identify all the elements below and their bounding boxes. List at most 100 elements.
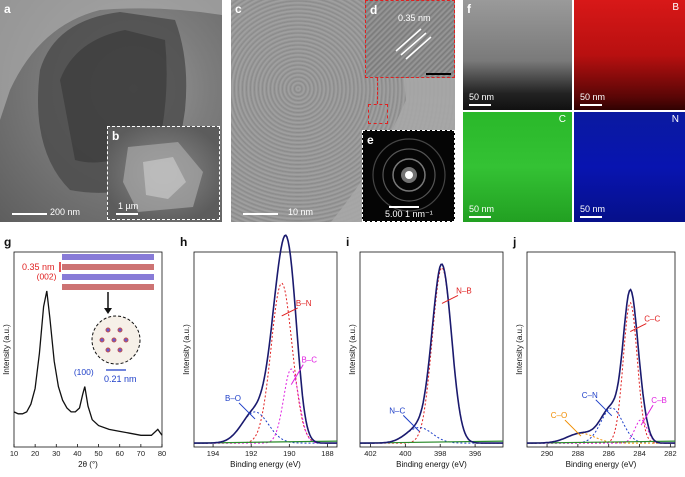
nitrogen-label: N bbox=[671, 114, 679, 125]
panel-f-scale-text-1: 50 nm bbox=[469, 92, 495, 102]
panel-b-sem-inset: b 1 µm bbox=[107, 126, 220, 220]
lattice-spacing-text: 0.21 nm bbox=[104, 374, 137, 384]
label-arrow-h bbox=[290, 364, 304, 385]
label-arrow-j bbox=[630, 323, 647, 333]
panel-d-hrtem-inset: d 0.35 nm bbox=[365, 0, 455, 78]
panel-d-spacing-text: 0.35 nm bbox=[398, 13, 431, 23]
x-tick-label-j: 290 bbox=[541, 449, 554, 458]
x-tick-label-i: 396 bbox=[469, 449, 482, 458]
fit-envelope-i bbox=[360, 263, 503, 444]
x-tick-label-h: 188 bbox=[321, 449, 334, 458]
peak-annotation: (002) bbox=[37, 271, 57, 281]
x-tick-label-h: 194 bbox=[207, 449, 220, 458]
x-tick-label-i: 398 bbox=[434, 449, 447, 458]
x-tick-label-g: 20 bbox=[31, 449, 39, 458]
layer-schematic: 0.35 nm 0.21 nm bbox=[22, 254, 154, 384]
x-tick-label-j: 286 bbox=[602, 449, 615, 458]
panel-a-scale-bar bbox=[12, 213, 47, 215]
panel-f-scale-text-4: 50 nm bbox=[580, 204, 606, 214]
fit-envelope-j bbox=[527, 288, 675, 444]
carbon-label: C bbox=[558, 114, 566, 125]
x-tick-label-j: 288 bbox=[572, 449, 585, 458]
fit-component-h bbox=[194, 411, 337, 444]
x-tick-label-g: 40 bbox=[73, 449, 81, 458]
panel-f-scale-bar-2 bbox=[580, 104, 602, 106]
selection-connector bbox=[377, 78, 378, 104]
peak-label-i: N–B bbox=[456, 286, 472, 295]
x-axis-label-j: Binding energy (eV) bbox=[566, 460, 637, 469]
label-arrow-j bbox=[640, 404, 654, 426]
x-tick-label-i: 400 bbox=[399, 449, 412, 458]
x-tick-label-g: 10 bbox=[10, 449, 18, 458]
selection-box bbox=[368, 104, 388, 124]
x-tick-label-g: 80 bbox=[158, 449, 166, 458]
interlayer-spacing-text: 0.35 nm bbox=[22, 262, 55, 272]
panel-f-label: f bbox=[467, 2, 471, 16]
diffraction-rings bbox=[372, 138, 446, 212]
fit-component-j bbox=[527, 301, 675, 444]
panel-a-scale-text: 200 nm bbox=[50, 207, 81, 217]
peak-label-h: B–N bbox=[296, 299, 312, 308]
panel-c-label: c bbox=[235, 2, 242, 16]
x-tick-label-h: 192 bbox=[245, 449, 258, 458]
y-axis-label-h: Intensity (a.u.) bbox=[182, 324, 191, 375]
panel-f-scale-text-3: 50 nm bbox=[469, 204, 495, 214]
peak-label-h: B–O bbox=[225, 394, 241, 403]
panel-c-scale-text: 10 nm bbox=[288, 207, 314, 217]
panel-f-boron-map: B 50 nm bbox=[574, 0, 685, 110]
peak-label-i: N–C bbox=[389, 406, 405, 415]
y-axis-label-i: Intensity (a.u.) bbox=[348, 324, 357, 375]
plot-frame-j bbox=[526, 251, 676, 448]
plot-frame-i bbox=[359, 251, 504, 448]
fit-envelope-h bbox=[194, 234, 337, 444]
panel-e-scale-bar bbox=[389, 206, 419, 208]
label-arrow-h bbox=[281, 307, 298, 317]
panel-e-saed-pattern: e 5.00 1 nm⁻¹ bbox=[362, 130, 455, 222]
peak-annotation: (100) bbox=[74, 367, 94, 377]
x-tick-label-i: 402 bbox=[364, 449, 377, 458]
fit-component-h bbox=[194, 368, 337, 444]
panel-f-scale-bar-1 bbox=[469, 104, 491, 106]
panel-b-label: b bbox=[112, 129, 120, 143]
panel-i-label: i bbox=[346, 235, 349, 249]
y-axis-label-g: Intensity (a.u.) bbox=[2, 324, 11, 375]
x-tick-label-g: 70 bbox=[137, 449, 145, 458]
inset-particle bbox=[123, 142, 203, 212]
boron-label: B bbox=[672, 2, 679, 13]
peak-label-j: C–O bbox=[551, 411, 567, 420]
label-arrow-i bbox=[441, 295, 459, 304]
panel-h-label: h bbox=[180, 235, 187, 249]
label-arrow-j bbox=[595, 399, 613, 417]
x-tick-label-g: 50 bbox=[94, 449, 102, 458]
fit-component-i bbox=[360, 267, 503, 444]
x-axis-label-g: 2θ (°) bbox=[78, 460, 98, 469]
plot-frame-h bbox=[193, 251, 338, 448]
x-tick-label-g: 30 bbox=[52, 449, 60, 458]
charts-area: g h i j 0.35 nm 0.21 nm 10 20 30 40 50 60 70 80… bbox=[2, 234, 677, 469]
panel-e-label: e bbox=[367, 133, 374, 147]
x-tick-label-j: 282 bbox=[664, 449, 677, 458]
y-axis-label-j: Intensity (a.u.) bbox=[515, 324, 524, 375]
plot-frame-g bbox=[13, 251, 163, 448]
peak-label-j: C–N bbox=[582, 391, 598, 400]
panel-b-scale-text: 1 µm bbox=[118, 201, 139, 211]
panel-f-scale-bar-4 bbox=[580, 216, 602, 218]
panel-f-nitrogen-map: N 50 nm bbox=[574, 112, 685, 222]
panel-b-scale-bar bbox=[116, 213, 138, 215]
label-arrow-j bbox=[564, 419, 582, 437]
x-tick-label-j: 284 bbox=[633, 449, 646, 458]
lattice-fringes bbox=[395, 28, 432, 60]
panel-d-label: d bbox=[370, 3, 378, 17]
x-axis-label-h: Binding energy (eV) bbox=[230, 460, 301, 469]
x-tick-label-g: 60 bbox=[116, 449, 124, 458]
fit-component-i bbox=[360, 427, 503, 444]
panel-f-scale-bar-3 bbox=[469, 216, 491, 218]
panel-f-carbon-map: C 50 nm bbox=[463, 112, 572, 222]
panel-f-scale-text-2: 50 nm bbox=[580, 92, 606, 102]
panel-e-scale-text: 5.00 1 nm⁻¹ bbox=[385, 209, 433, 219]
x-axis-label-i: Binding energy (eV) bbox=[396, 460, 467, 469]
x-tick-label-h: 190 bbox=[283, 449, 296, 458]
panel-g-label: g bbox=[4, 235, 11, 249]
panel-d-scale-bar bbox=[426, 73, 451, 75]
label-arrow-h bbox=[238, 402, 256, 420]
